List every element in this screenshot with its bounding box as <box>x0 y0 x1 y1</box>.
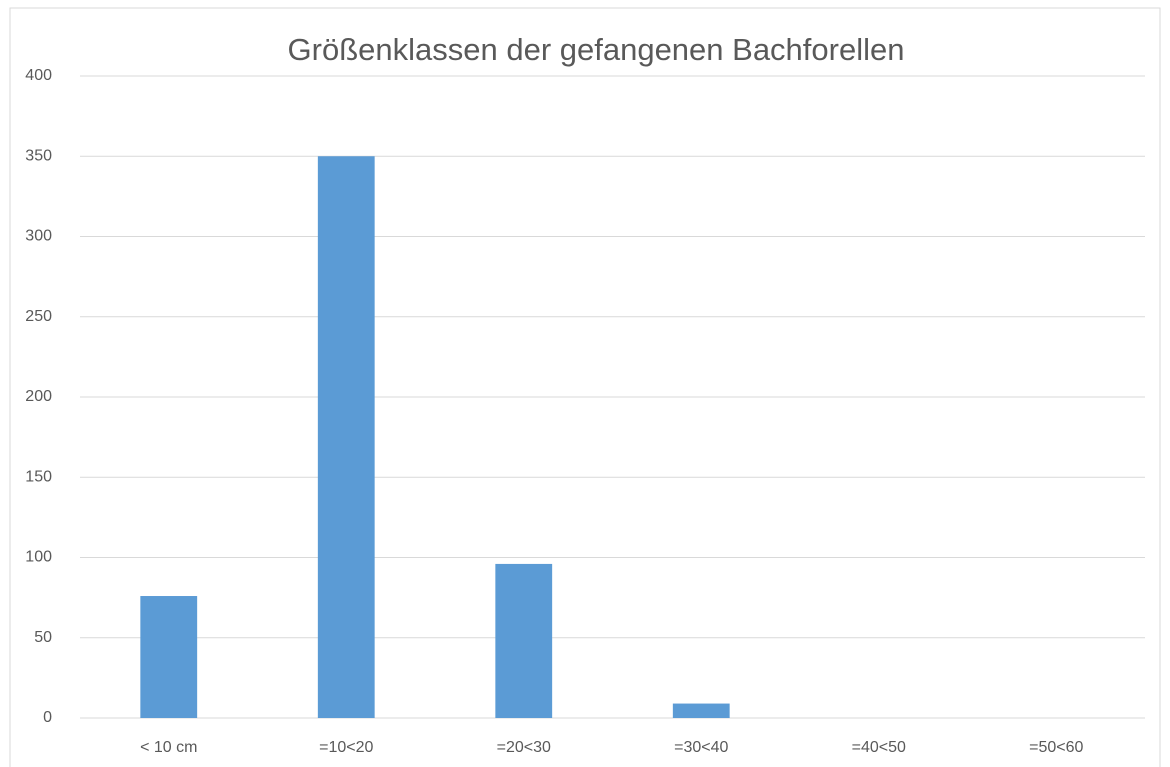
y-tick-label: 250 <box>25 308 52 325</box>
x-tick-label: < 10 cm <box>140 739 197 756</box>
y-tick-label: 400 <box>25 67 52 84</box>
y-tick-label: 200 <box>25 388 52 405</box>
y-tick-label: 50 <box>34 629 52 646</box>
bar <box>672 703 730 718</box>
x-tick-label: =40<50 <box>852 739 906 756</box>
bar <box>317 156 375 718</box>
y-tick-label: 100 <box>25 549 52 566</box>
chart-border <box>9 7 1161 767</box>
bar <box>495 563 553 718</box>
y-tick-label: 150 <box>25 468 52 485</box>
x-tick-label: =10<20 <box>319 739 373 756</box>
bar <box>140 596 198 718</box>
x-tick-label: =50<60 <box>1029 739 1083 756</box>
y-tick-label: 350 <box>25 147 52 164</box>
y-tick-label: 300 <box>25 228 52 245</box>
y-tick-label: 0 <box>43 709 52 726</box>
x-tick-label: =20<30 <box>497 739 551 756</box>
chart-title: Größenklassen der gefangenen Bachforelle… <box>288 32 905 67</box>
x-tick-label: =30<40 <box>674 739 728 756</box>
